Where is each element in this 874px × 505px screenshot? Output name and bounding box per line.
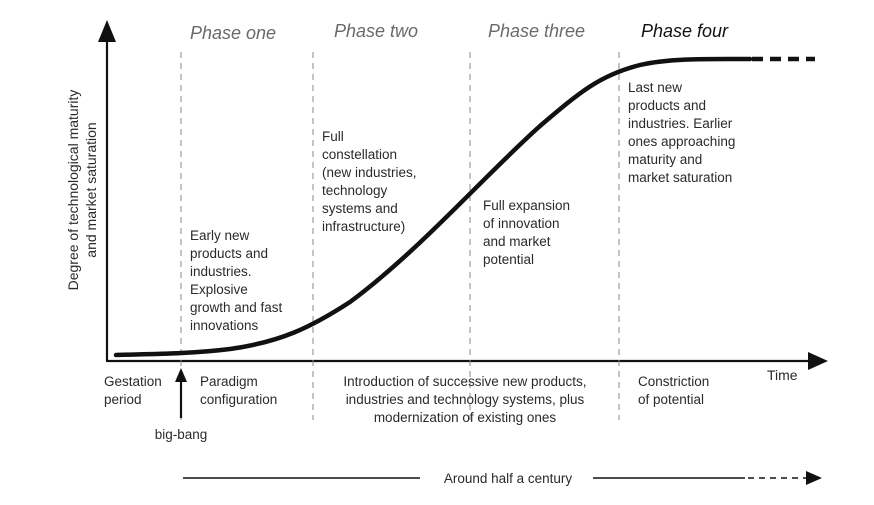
- y-axis-label-line-1: Degree of technological maturity: [65, 90, 81, 291]
- phase-three-description: Full expansion of innovation and market …: [483, 198, 570, 267]
- phase-two-description-line: constellation: [322, 147, 397, 162]
- phase-two-description-line: (new industries,: [322, 165, 417, 180]
- phase-one-description-line: industries.: [190, 264, 252, 279]
- introduction-label-line-2: industries and technology systems, plus: [346, 392, 585, 407]
- phase-four-description: Last new products and industries. Earlie…: [628, 80, 735, 185]
- phase-three-description-line: and market: [483, 234, 551, 249]
- phase-four-description-line: Last new: [628, 80, 682, 95]
- phase-four-description-line: ones approaching: [628, 134, 735, 149]
- phase-one-description-line: products and: [190, 246, 268, 261]
- phase-one-description-line: growth and fast: [190, 300, 283, 315]
- phase-four-description-line: products and: [628, 98, 706, 113]
- phase-four-description-line: maturity and: [628, 152, 702, 167]
- phase-two-description: Full constellation (new industries, tech…: [322, 129, 417, 234]
- phase-four-title: Phase four: [641, 21, 729, 41]
- x-axis-label: Time: [767, 367, 798, 383]
- y-axis-label-line-2: and market saturation: [83, 122, 99, 257]
- phase-one-title: Phase one: [190, 23, 276, 43]
- phase-two-description-line: Full: [322, 129, 344, 144]
- big-bang-arrowhead: [175, 368, 187, 382]
- paradigm-label-line-2: configuration: [200, 392, 277, 407]
- phase-one-description-line: Early new: [190, 228, 250, 243]
- big-bang-label: big-bang: [155, 427, 208, 442]
- timespan-label: Around half a century: [444, 471, 573, 486]
- phase-three-title: Phase three: [488, 21, 585, 41]
- phase-two-description-line: systems and: [322, 201, 398, 216]
- technology-maturity-curve: [113, 56, 753, 358]
- phase-two-description-line: technology: [322, 183, 388, 198]
- x-axis-arrowhead: [808, 352, 828, 370]
- introduction-label-line-1: Introduction of successive new products,: [343, 374, 586, 389]
- phase-four-description-line: market saturation: [628, 170, 732, 185]
- phase-two-description-line: infrastructure): [322, 219, 405, 234]
- gestation-label-line-2: period: [104, 392, 142, 407]
- phase-two-title: Phase two: [334, 21, 418, 41]
- introduction-label-line-3: modernization of existing ones: [374, 410, 557, 425]
- gestation-label-line-1: Gestation: [104, 374, 162, 389]
- constriction-label-line-2: of potential: [638, 392, 704, 407]
- timespan-arrowhead: [806, 471, 822, 485]
- phase-three-description-line: Full expansion: [483, 198, 570, 213]
- paradigm-label-line-1: Paradigm: [200, 374, 258, 389]
- phase-three-description-line: of innovation: [483, 216, 560, 231]
- phase-three-description-line: potential: [483, 252, 534, 267]
- phase-one-description-line: Explosive: [190, 282, 248, 297]
- phase-four-description-line: industries. Earlier: [628, 116, 733, 131]
- phase-one-description-line: innovations: [190, 318, 259, 333]
- constriction-label-line-1: Constriction: [638, 374, 709, 389]
- y-axis-arrowhead: [98, 20, 116, 42]
- phase-one-description: Early new products and industries. Explo…: [190, 228, 283, 333]
